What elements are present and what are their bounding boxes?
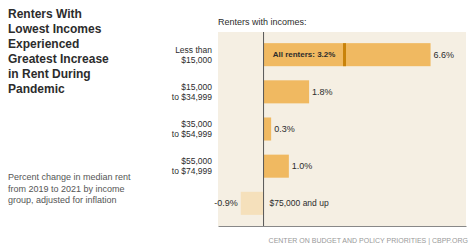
data-label: 1.0%	[292, 161, 313, 171]
bar	[241, 192, 264, 215]
annotation-marker	[343, 43, 346, 66]
bar	[264, 155, 289, 178]
data-label: 1.8%	[312, 87, 333, 97]
category-label: Less than$15,000	[175, 45, 212, 65]
subtitle: Percent change in median rentfrom 2019 t…	[8, 172, 131, 205]
plot: All renters: 3.2% 6.6% Less than$15,000 1.8…	[172, 32, 467, 227]
category-label: $15,000to $34,999	[172, 82, 212, 102]
plot-background	[218, 32, 466, 226]
x-axis	[219, 226, 467, 227]
data-label: 0.3%	[274, 124, 295, 134]
title: Renters WithLowest IncomesExperiencedGre…	[8, 7, 109, 96]
category-label: $55,000to $74,999	[172, 156, 212, 176]
chart-heading: Renters with incomes:	[218, 17, 307, 27]
bar	[264, 117, 272, 140]
chart: Renters WithLowest IncomesExperiencedGre…	[0, 0, 474, 248]
data-label: -0.9%	[214, 198, 238, 208]
text-panel: Renters WithLowest IncomesExperiencedGre…	[8, 7, 131, 205]
footer: CENTER ON BUDGET AND POLICY PRIORITIES |…	[269, 237, 468, 245]
annotation-label: All renters: 3.2%	[273, 50, 336, 59]
category-label: $35,000to $54,999	[172, 119, 212, 139]
x-axis-line	[219, 226, 467, 227]
category-label: $75,000 and up	[270, 198, 329, 208]
zero-line	[263, 32, 264, 226]
bar	[264, 80, 310, 103]
data-label: 6.6%	[434, 50, 455, 60]
bar	[264, 43, 431, 66]
bars	[241, 43, 431, 215]
